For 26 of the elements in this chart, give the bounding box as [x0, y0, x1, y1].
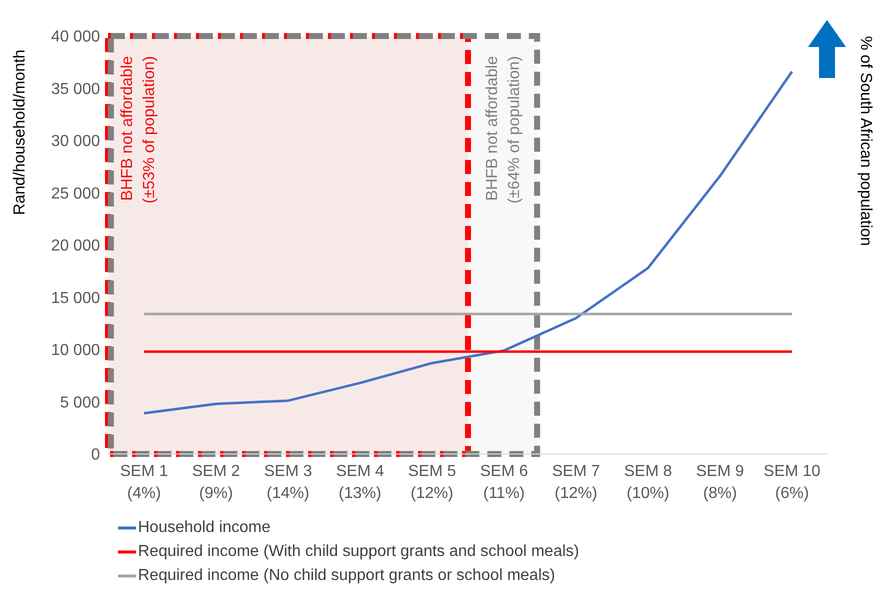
x-tick-label: SEM 4 (13%) [336, 463, 384, 502]
y-tick-label: 15 000 [51, 290, 100, 307]
y-axis-title: Rand/household/month [12, 50, 29, 215]
legend-label: Household income [138, 519, 271, 537]
y-tick-label: 30 000 [51, 133, 100, 150]
x-tick-label: SEM 1 (4%) [120, 463, 168, 502]
band-label: BHFB not affordable (±53% of population) [119, 56, 158, 204]
y-tick-label: 25 000 [51, 185, 100, 202]
x-tick-label: SEM 3 (14%) [264, 463, 312, 502]
x-tick-label: SEM 9 (8%) [696, 463, 744, 502]
y-tick-label: 10 000 [51, 342, 100, 360]
y-tick-label: 0 [91, 446, 100, 464]
x-tick-label: SEM 6 (11%) [480, 463, 528, 502]
y2-axis-title: % of South African population [856, 36, 874, 246]
x-tick-label: SEM 8 (10%) [624, 463, 672, 502]
x-tick-label: SEM 7 (12%) [552, 463, 600, 502]
legend-label: Required income (With child support grants and school meals) [138, 543, 580, 561]
y-tick-label: 5 000 [60, 394, 100, 412]
band-label: BHFB not affordable (±64% of population) [484, 56, 524, 204]
y-tick-label: 40 000 [51, 28, 100, 46]
y-tick-label: 20 000 [51, 238, 100, 255]
x-tick-label: SEM 2 (9%) [192, 463, 240, 502]
legend-label: Required income (No child support grants or school meals) [138, 567, 556, 585]
x-tick-label: SEM 5 (12%) [408, 463, 456, 502]
y-tick-label: 35 000 [51, 80, 100, 98]
x-tick-label: SEM 10 (6%) [764, 463, 821, 502]
